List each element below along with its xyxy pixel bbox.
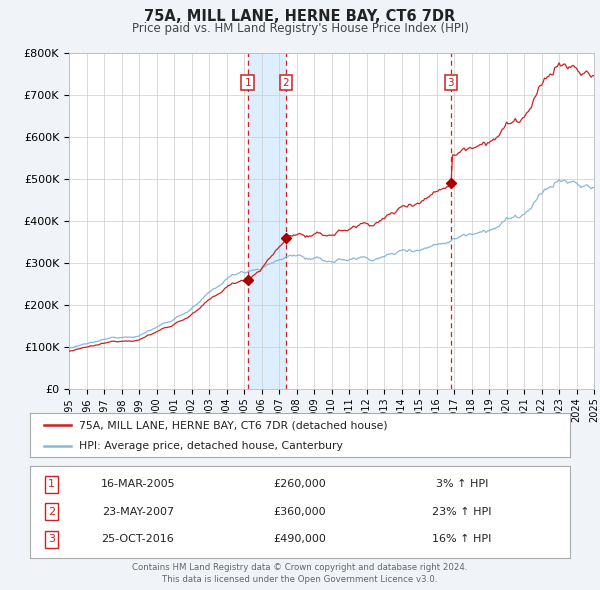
Text: 3: 3 xyxy=(448,77,454,87)
Text: £360,000: £360,000 xyxy=(274,507,326,517)
Text: 23-MAY-2007: 23-MAY-2007 xyxy=(102,507,174,517)
Text: HPI: Average price, detached house, Canterbury: HPI: Average price, detached house, Cant… xyxy=(79,441,343,451)
Text: £260,000: £260,000 xyxy=(274,480,326,489)
Text: 16% ↑ HPI: 16% ↑ HPI xyxy=(433,535,491,544)
Text: This data is licensed under the Open Government Licence v3.0.: This data is licensed under the Open Gov… xyxy=(163,575,437,584)
Text: 1: 1 xyxy=(244,77,251,87)
Text: 16-MAR-2005: 16-MAR-2005 xyxy=(101,480,175,489)
Text: 23% ↑ HPI: 23% ↑ HPI xyxy=(432,507,492,517)
Text: Price paid vs. HM Land Registry's House Price Index (HPI): Price paid vs. HM Land Registry's House … xyxy=(131,22,469,35)
Bar xyxy=(248,53,286,389)
Text: 25-OCT-2016: 25-OCT-2016 xyxy=(101,535,175,544)
Text: 2: 2 xyxy=(283,77,289,87)
Text: 1: 1 xyxy=(48,480,55,489)
Text: Contains HM Land Registry data © Crown copyright and database right 2024.: Contains HM Land Registry data © Crown c… xyxy=(132,563,468,572)
Text: 2: 2 xyxy=(48,507,55,517)
Text: 75A, MILL LANE, HERNE BAY, CT6 7DR: 75A, MILL LANE, HERNE BAY, CT6 7DR xyxy=(145,9,455,24)
Text: 3% ↑ HPI: 3% ↑ HPI xyxy=(436,480,488,489)
Text: 3: 3 xyxy=(48,535,55,544)
Text: 75A, MILL LANE, HERNE BAY, CT6 7DR (detached house): 75A, MILL LANE, HERNE BAY, CT6 7DR (deta… xyxy=(79,421,387,430)
Text: £490,000: £490,000 xyxy=(274,535,326,544)
